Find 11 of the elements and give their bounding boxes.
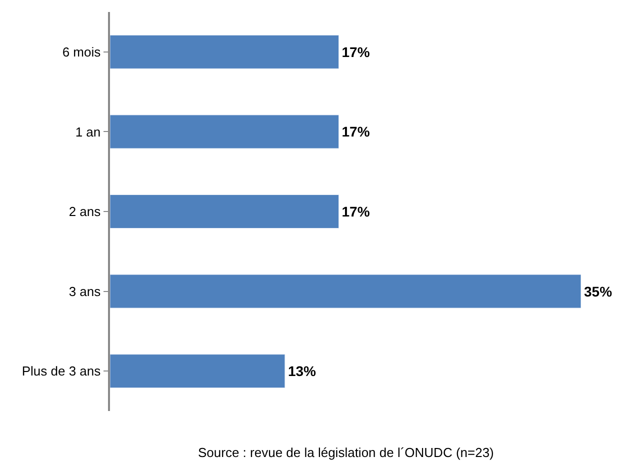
y-tick-label: 3 ans [68, 284, 102, 299]
y-tick-label: 1 an [75, 124, 101, 140]
y-tick-label: Plus de 3 ans [22, 364, 102, 379]
source-note: Source : revue de la législation de l´ONUDC (n=23) [198, 445, 494, 460]
data-label: 35% [584, 283, 613, 300]
data-label: 13% [288, 363, 317, 380]
data-label: 17% [342, 44, 370, 60]
data-label: 17% [342, 124, 370, 140]
y-tick-label: 6 mois [62, 44, 102, 60]
data-label: 17% [342, 204, 370, 220]
y-tick-label: 2 ans [68, 204, 102, 220]
